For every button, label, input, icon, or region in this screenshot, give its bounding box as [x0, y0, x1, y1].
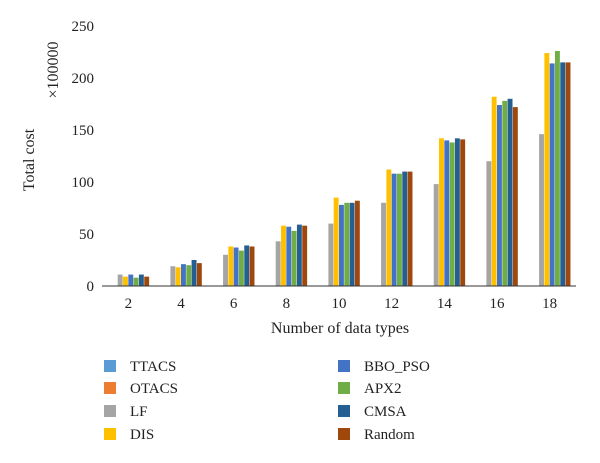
- bar-lf-14: [433, 184, 439, 286]
- bar-bbo_pso-6: [233, 247, 239, 286]
- bar-lf-8: [275, 241, 281, 286]
- bar-cmsa-10: [349, 202, 355, 286]
- y-axis-multiplier: ×100000: [45, 41, 62, 98]
- legend-swatch-apx2: [338, 382, 350, 394]
- bar-random-14: [460, 139, 466, 286]
- bar-cmsa-2: [138, 274, 144, 286]
- bar-random-6: [249, 246, 255, 286]
- bar-apx2-8: [291, 230, 297, 286]
- x-tick-label: 4: [177, 296, 185, 312]
- x-tick-label: 10: [332, 296, 347, 312]
- bar-apx2-12: [396, 173, 402, 286]
- bar-cmsa-14: [454, 138, 460, 286]
- x-tick-label: 2: [125, 296, 133, 312]
- bar-dis-18: [544, 53, 550, 286]
- bars-group: [117, 50, 571, 287]
- bar-bbo_pso-18: [549, 63, 555, 286]
- bar-dis-16: [491, 96, 497, 286]
- legend-label-random: Random: [364, 427, 415, 443]
- bar-bbo_pso-8: [286, 226, 292, 286]
- bar-cmsa-4: [191, 260, 197, 286]
- legend-swatch-otacs: [104, 382, 116, 394]
- legend-swatch-lf: [104, 405, 116, 417]
- bar-cmsa-18: [560, 62, 566, 287]
- y-tick-label: 200: [72, 71, 95, 87]
- bar-cmsa-12: [402, 171, 408, 286]
- bar-lf-6: [223, 254, 228, 286]
- bar-dis-10: [333, 197, 339, 286]
- bar-apx2-2: [133, 277, 139, 286]
- bar-lf-2: [117, 274, 123, 286]
- bar-random-16: [512, 107, 518, 287]
- bar-lf-4: [170, 266, 176, 286]
- bar-cmsa-8: [296, 224, 302, 286]
- legend-swatch-bbo_pso: [338, 360, 350, 372]
- x-tick-labels: 2 4 6 8 10 12 14 16 18: [125, 296, 558, 312]
- y-tick-label: 100: [72, 175, 95, 191]
- legend-swatch-dis: [104, 428, 116, 440]
- x-tick-label: 14: [437, 296, 453, 312]
- x-tick-label: 6: [230, 296, 238, 312]
- bar-bbo_pso-14: [444, 140, 450, 286]
- bar-dis-4: [175, 267, 181, 286]
- legend-label-dis: DIS: [130, 427, 154, 443]
- bar-cmsa-6: [244, 245, 250, 286]
- legend-swatch-ttacs: [104, 360, 116, 372]
- bar-random-12: [407, 171, 413, 286]
- bar-apx2-16: [502, 100, 508, 286]
- bar-bbo_pso-4: [181, 264, 186, 286]
- legend-label-bbo_pso: BBO_PSO: [364, 359, 430, 375]
- bar-lf-12: [381, 202, 386, 286]
- y-axis-title: Total cost: [21, 128, 38, 191]
- bar-random-18: [565, 62, 571, 287]
- legend-label-lf: LF: [130, 404, 148, 420]
- legend-label-ttacs: TTACS: [130, 359, 176, 375]
- legend: TTACS OTACS LF DIS BBO_PSO APX2 CMSA Random: [104, 359, 430, 443]
- y-tick-label: 50: [79, 227, 94, 243]
- legend-label-otacs: OTACS: [130, 381, 178, 397]
- bar-dis-12: [386, 169, 392, 286]
- bar-bbo_pso-12: [391, 173, 397, 286]
- bar-bbo_pso-2: [128, 274, 134, 286]
- x-tick-label: 18: [542, 296, 557, 312]
- legend-swatch-cmsa: [338, 405, 350, 417]
- legend-label-cmsa: CMSA: [364, 404, 407, 420]
- bar-random-2: [144, 276, 150, 286]
- bar-bbo_pso-10: [339, 204, 344, 286]
- bar-apx2-14: [449, 142, 455, 286]
- x-tick-label: 16: [490, 296, 506, 312]
- bar-lf-18: [539, 134, 544, 286]
- y-tick-labels: 0 50 100 150 200 250: [72, 19, 95, 295]
- legend-swatch-random: [338, 428, 350, 440]
- x-axis-title: Number of data types: [271, 320, 409, 337]
- bar-dis-2: [123, 276, 128, 286]
- bar-apx2-18: [554, 50, 560, 287]
- y-tick-label: 0: [87, 279, 95, 295]
- y-tick-label: 150: [72, 123, 95, 139]
- bar-apx2-10: [344, 202, 350, 286]
- bar-apx2-4: [186, 265, 192, 286]
- y-tick-label: 250: [72, 19, 95, 35]
- bar-bbo_pso-16: [497, 105, 502, 286]
- bar-random-4: [196, 263, 202, 286]
- bar-lf-16: [486, 161, 492, 286]
- bar-dis-14: [439, 138, 444, 286]
- x-tick-label: 8: [283, 296, 291, 312]
- bar-lf-10: [328, 223, 334, 286]
- bar-dis-8: [281, 225, 286, 286]
- bar-apx2-6: [238, 250, 244, 286]
- bar-cmsa-16: [507, 98, 513, 286]
- bar-random-8: [302, 225, 308, 286]
- bar-random-10: [354, 200, 360, 286]
- bar-dis-6: [228, 246, 234, 286]
- x-tick-label: 12: [384, 296, 399, 312]
- legend-label-apx2: APX2: [364, 381, 402, 397]
